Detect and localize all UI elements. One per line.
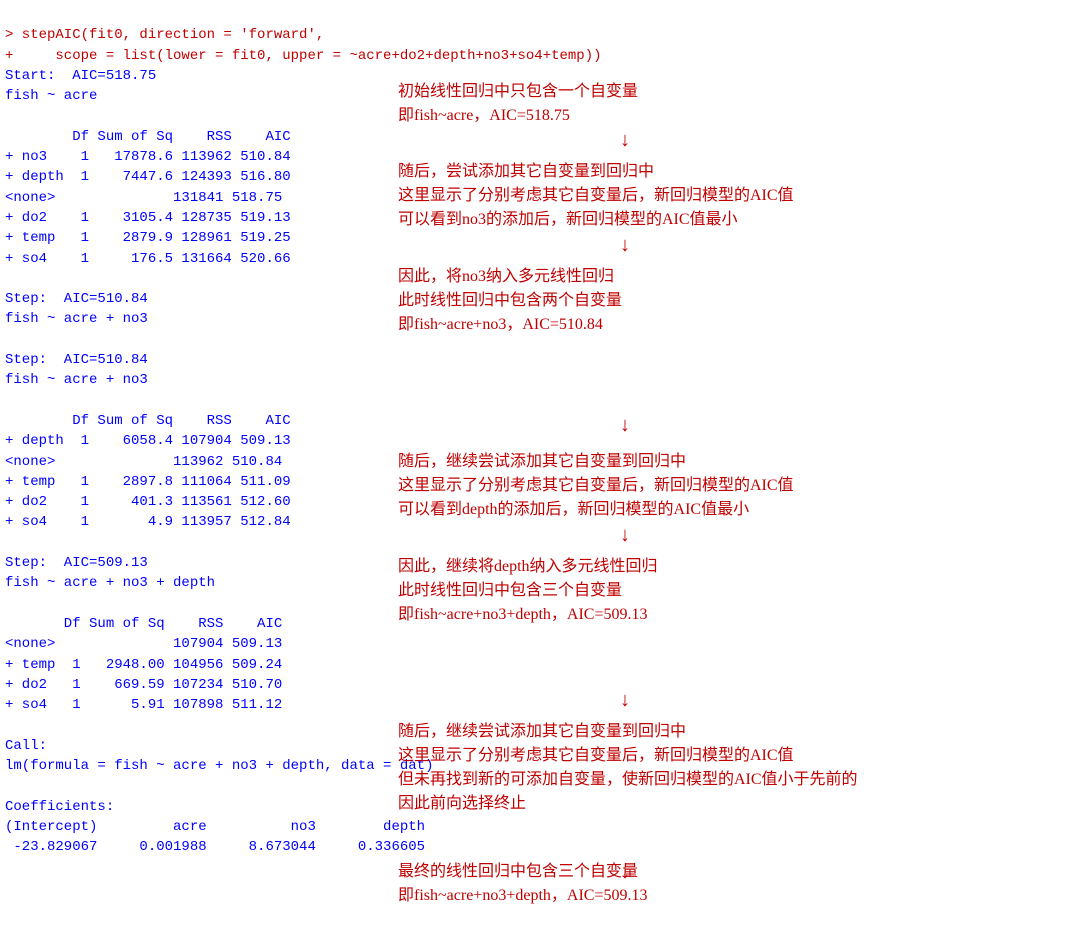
table1-row-4: + do2 1 3105.4 128735 519.13 [5, 210, 291, 226]
call-line-2: lm(formula = fish ~ acre + no3 + depth, … [5, 758, 433, 774]
coef-header: Coefficients: [5, 799, 114, 815]
code-line-1: > stepAIC(fit0, direction = 'forward', [5, 27, 324, 43]
table1-row-2: + depth 1 7447.6 124393 516.80 [5, 169, 291, 185]
table2-header: Df Sum of Sq RSS AIC [5, 413, 291, 429]
table3-header: Df Sum of Sq RSS AIC [5, 616, 282, 632]
table1-row-3: <none> 131841 518.75 [5, 190, 282, 206]
table1-row-6: + so4 1 176.5 131664 520.66 [5, 251, 291, 267]
r-console-output: > stepAIC(fit0, direction = 'forward', +… [5, 5, 1080, 857]
step2-header: Step: AIC=509.13 [5, 555, 148, 571]
coef-names: (Intercept) acre no3 depth [5, 819, 442, 835]
table1-row-1: + no3 1 17878.6 113962 510.84 [5, 149, 291, 165]
call-line-1: Call: [5, 738, 47, 754]
start-formula: fish ~ acre [5, 88, 97, 104]
table2-row-3: + temp 1 2897.8 111064 511.09 [5, 474, 291, 490]
table3-row-1: <none> 107904 509.13 [5, 636, 282, 652]
table2-row-2: <none> 113962 510.84 [5, 454, 282, 470]
step2-formula: fish ~ acre + no3 + depth [5, 575, 215, 591]
coef-values: -23.829067 0.001988 8.673044 0.336605 [5, 839, 442, 855]
step1a-formula: fish ~ acre + no3 [5, 311, 148, 327]
table2-row-5: + so4 1 4.9 113957 512.84 [5, 514, 291, 530]
arrow-6-icon: ↓ [620, 862, 630, 882]
step1b-formula: fish ~ acre + no3 [5, 372, 148, 388]
table3-row-4: + so4 1 5.91 107898 511.12 [5, 697, 282, 713]
step1b-header: Step: AIC=510.84 [5, 352, 148, 368]
table3-row-3: + do2 1 669.59 107234 510.70 [5, 677, 282, 693]
code-line-2: + scope = list(lower = fit0, upper = ~ac… [5, 48, 602, 64]
annotation-7: 最终的线性回归中包含三个自变量即fish~acre+no3+depth，AIC=… [398, 860, 647, 908]
table2-row-4: + do2 1 401.3 113561 512.60 [5, 494, 291, 510]
table1-header: Df Sum of Sq RSS AIC [5, 129, 291, 145]
table3-row-2: + temp 1 2948.00 104956 509.24 [5, 657, 282, 673]
step1a-header: Step: AIC=510.84 [5, 291, 148, 307]
table1-row-5: + temp 1 2879.9 128961 519.25 [5, 230, 291, 246]
table2-row-1: + depth 1 6058.4 107904 509.13 [5, 433, 291, 449]
start-header: Start: AIC=518.75 [5, 68, 156, 84]
